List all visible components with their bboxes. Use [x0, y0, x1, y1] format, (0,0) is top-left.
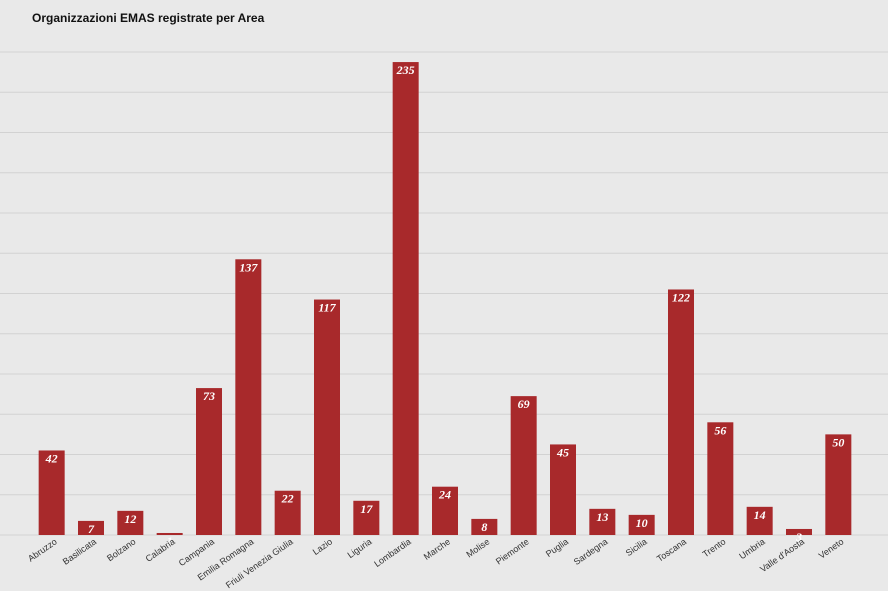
value-label: 73	[203, 389, 215, 403]
value-label: 3	[795, 530, 802, 544]
value-label: 45	[556, 445, 569, 459]
bar	[235, 259, 262, 535]
chart-title: Organizzazioni EMAS registrate per Area	[32, 11, 265, 25]
value-label: 12	[124, 512, 136, 526]
bar	[78, 520, 104, 535]
value-label: 117	[318, 301, 336, 315]
value-label: 14	[754, 508, 766, 522]
value-label: 122	[672, 290, 690, 304]
bar	[550, 444, 576, 535]
bar	[38, 450, 65, 535]
x-tick-label: Bolzano	[105, 536, 137, 563]
value-label: 7	[88, 522, 95, 536]
x-tick-label: Basilicata	[61, 536, 98, 566]
value-label: 69	[518, 397, 530, 411]
bar	[117, 510, 144, 535]
bar	[510, 396, 537, 535]
bar	[589, 508, 616, 535]
bar	[825, 434, 852, 535]
x-tick-label: Valle d'Aosta	[758, 536, 806, 574]
x-tick-label: Marche	[422, 536, 452, 561]
bar	[707, 422, 734, 535]
x-tick-label: Lazio	[311, 536, 334, 557]
bar	[196, 388, 222, 535]
x-tick-label: Umbria	[737, 536, 767, 561]
x-tick-label: Calabria	[144, 536, 177, 563]
value-label: 8	[481, 520, 487, 534]
value-label: 1	[167, 534, 173, 548]
x-tick-label: Lombardia	[372, 536, 413, 569]
bar	[786, 528, 812, 535]
bar	[392, 62, 419, 535]
x-tick-label: Toscana	[655, 536, 688, 563]
bar	[471, 518, 498, 535]
value-label: 42	[45, 451, 58, 465]
value-label: 22	[281, 492, 294, 506]
bar	[314, 299, 340, 535]
x-tick-label: Piemonte	[494, 536, 531, 566]
value-label: 235	[396, 63, 415, 77]
bar	[628, 514, 655, 535]
value-label: 17	[360, 502, 373, 516]
x-tick-label: Trento	[701, 536, 728, 559]
bar	[668, 289, 694, 535]
bar	[353, 500, 380, 535]
value-label: 10	[636, 516, 648, 530]
value-label: 56	[714, 423, 726, 437]
value-label: 24	[438, 488, 451, 502]
bar	[432, 486, 458, 535]
x-tick-label: Veneto	[817, 536, 846, 560]
x-tick-label: Sardegna	[572, 536, 610, 567]
value-label: 137	[239, 260, 258, 274]
bar	[156, 532, 183, 535]
x-tick-label: Molise	[464, 536, 491, 559]
value-label: 50	[832, 435, 844, 449]
bar	[274, 490, 301, 535]
x-tick-label: Sicilia	[624, 536, 649, 558]
value-label: 13	[596, 510, 608, 524]
x-tick-label: Friuli Venezia Giulia	[224, 536, 295, 590]
x-tick-label: Liguria	[346, 536, 374, 560]
x-tick-label: Abruzzo	[26, 536, 59, 563]
x-tick-label: Puglia	[544, 536, 570, 559]
bar	[746, 506, 773, 535]
